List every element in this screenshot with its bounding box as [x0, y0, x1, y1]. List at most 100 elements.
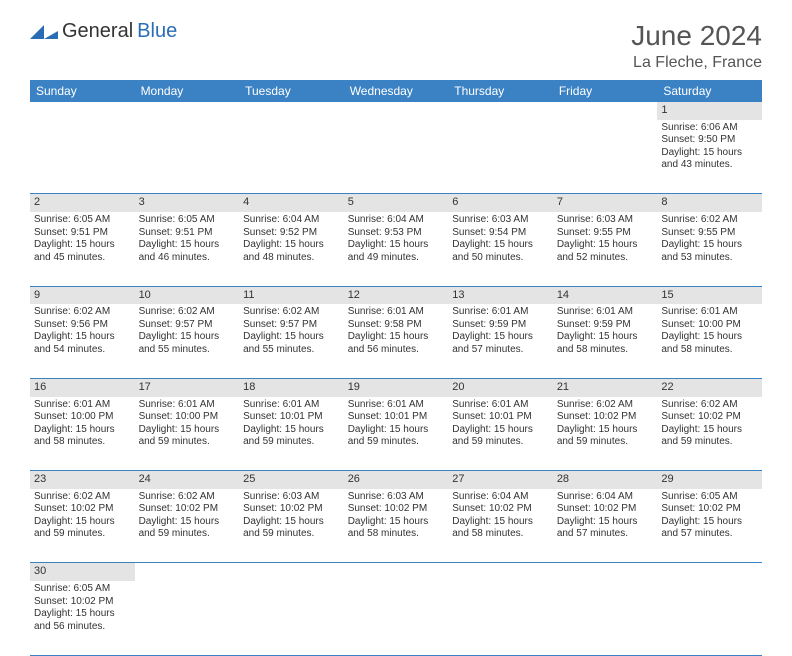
day-number-cell [344, 563, 449, 581]
day-body-cell: Sunrise: 6:03 AMSunset: 10:02 PMDaylight… [239, 489, 344, 563]
sunset-line: Sunset: 9:57 PM [139, 319, 236, 332]
daylight-line: Daylight: 15 hours and 54 minutes. [34, 331, 131, 356]
day-number-cell: 23 [30, 471, 135, 489]
day-body-cell: Sunrise: 6:04 AMSunset: 9:52 PMDaylight:… [239, 212, 344, 286]
sunrise-line: Sunrise: 6:01 AM [348, 306, 445, 319]
daylight-line: Daylight: 15 hours and 59 minutes. [452, 424, 549, 449]
sunset-line: Sunset: 10:00 PM [139, 411, 236, 424]
day-body-cell: Sunrise: 6:04 AMSunset: 9:53 PMDaylight:… [344, 212, 449, 286]
sunset-line: Sunset: 10:02 PM [661, 503, 758, 516]
sunrise-line: Sunrise: 6:03 AM [452, 214, 549, 227]
daylight-line: Daylight: 15 hours and 59 minutes. [243, 516, 340, 541]
day-number-cell: 14 [553, 286, 658, 304]
sunrise-line: Sunrise: 6:01 AM [661, 306, 758, 319]
sunrise-line: Sunrise: 6:04 AM [557, 491, 654, 504]
weekday-header: Thursday [448, 80, 553, 102]
sunset-line: Sunset: 10:02 PM [348, 503, 445, 516]
day-body-cell: Sunrise: 6:05 AMSunset: 10:02 PMDaylight… [30, 581, 135, 655]
day-number-cell [239, 102, 344, 120]
day-number-cell [553, 563, 658, 581]
sunset-line: Sunset: 10:02 PM [34, 596, 131, 609]
day-body-cell [344, 581, 449, 655]
day-body-cell: Sunrise: 6:01 AMSunset: 10:01 PMDaylight… [344, 397, 449, 471]
sunrise-line: Sunrise: 6:02 AM [557, 399, 654, 412]
weekday-header: Tuesday [239, 80, 344, 102]
sunrise-line: Sunrise: 6:02 AM [139, 306, 236, 319]
daylight-line: Daylight: 15 hours and 45 minutes. [34, 239, 131, 264]
logo: GeneralBlue [30, 20, 177, 43]
daylight-line: Daylight: 15 hours and 55 minutes. [243, 331, 340, 356]
day-body-cell: Sunrise: 6:05 AMSunset: 9:51 PMDaylight:… [30, 212, 135, 286]
weekday-header: Friday [553, 80, 658, 102]
sunrise-line: Sunrise: 6:01 AM [452, 306, 549, 319]
logo-icon [30, 21, 58, 43]
sunset-line: Sunset: 9:51 PM [34, 227, 131, 240]
day-number-row: 9101112131415 [30, 286, 762, 304]
day-number-cell: 12 [344, 286, 449, 304]
daylight-line: Daylight: 15 hours and 46 minutes. [139, 239, 236, 264]
day-number-cell: 8 [657, 194, 762, 212]
logo-text-2: Blue [137, 20, 177, 43]
day-number-cell: 29 [657, 471, 762, 489]
day-number-cell: 26 [344, 471, 449, 489]
sunset-line: Sunset: 9:57 PM [243, 319, 340, 332]
day-body-cell: Sunrise: 6:06 AMSunset: 9:50 PMDaylight:… [657, 120, 762, 194]
week-row: Sunrise: 6:02 AMSunset: 10:02 PMDaylight… [30, 489, 762, 563]
day-body-cell [553, 581, 658, 655]
day-body-cell: Sunrise: 6:03 AMSunset: 9:55 PMDaylight:… [553, 212, 658, 286]
day-body-cell: Sunrise: 6:05 AMSunset: 9:51 PMDaylight:… [135, 212, 240, 286]
daylight-line: Daylight: 15 hours and 59 minutes. [243, 424, 340, 449]
calendar-table: SundayMondayTuesdayWednesdayThursdayFrid… [30, 80, 762, 656]
sunrise-line: Sunrise: 6:02 AM [243, 306, 340, 319]
day-body-cell: Sunrise: 6:02 AMSunset: 10:02 PMDaylight… [553, 397, 658, 471]
sunset-line: Sunset: 10:02 PM [34, 503, 131, 516]
sunset-line: Sunset: 9:56 PM [34, 319, 131, 332]
sunset-line: Sunset: 9:55 PM [661, 227, 758, 240]
day-body-cell: Sunrise: 6:01 AMSunset: 9:59 PMDaylight:… [553, 304, 658, 378]
daylight-line: Daylight: 15 hours and 57 minutes. [557, 516, 654, 541]
day-number-cell: 5 [344, 194, 449, 212]
sunset-line: Sunset: 10:02 PM [452, 503, 549, 516]
day-body-cell: Sunrise: 6:01 AMSunset: 9:58 PMDaylight:… [344, 304, 449, 378]
daylight-line: Daylight: 15 hours and 58 minutes. [34, 424, 131, 449]
day-body-cell: Sunrise: 6:04 AMSunset: 10:02 PMDaylight… [553, 489, 658, 563]
sunset-line: Sunset: 10:02 PM [661, 411, 758, 424]
day-number-row: 1 [30, 102, 762, 120]
day-body-cell: Sunrise: 6:03 AMSunset: 9:54 PMDaylight:… [448, 212, 553, 286]
title-block: June 2024 La Fleche, France [631, 20, 762, 72]
weekday-header: Monday [135, 80, 240, 102]
sunset-line: Sunset: 9:55 PM [557, 227, 654, 240]
sunrise-line: Sunrise: 6:02 AM [661, 214, 758, 227]
day-number-cell: 15 [657, 286, 762, 304]
sunset-line: Sunset: 9:59 PM [557, 319, 654, 332]
day-body-cell: Sunrise: 6:01 AMSunset: 9:59 PMDaylight:… [448, 304, 553, 378]
logo-text-1: General [62, 20, 133, 43]
sunset-line: Sunset: 10:02 PM [557, 411, 654, 424]
day-body-cell: Sunrise: 6:01 AMSunset: 10:01 PMDaylight… [448, 397, 553, 471]
daylight-line: Daylight: 15 hours and 57 minutes. [452, 331, 549, 356]
sunrise-line: Sunrise: 6:01 AM [348, 399, 445, 412]
day-number-cell [135, 563, 240, 581]
day-body-cell: Sunrise: 6:01 AMSunset: 10:01 PMDaylight… [239, 397, 344, 471]
sunrise-line: Sunrise: 6:05 AM [661, 491, 758, 504]
day-body-cell: Sunrise: 6:05 AMSunset: 10:02 PMDaylight… [657, 489, 762, 563]
day-body-cell: Sunrise: 6:01 AMSunset: 10:00 PMDaylight… [135, 397, 240, 471]
daylight-line: Daylight: 15 hours and 43 minutes. [661, 147, 758, 172]
sunrise-line: Sunrise: 6:05 AM [34, 583, 131, 596]
day-number-cell: 22 [657, 378, 762, 396]
sunrise-line: Sunrise: 6:03 AM [348, 491, 445, 504]
day-number-row: 30 [30, 563, 762, 581]
daylight-line: Daylight: 15 hours and 59 minutes. [557, 424, 654, 449]
sunrise-line: Sunrise: 6:01 AM [452, 399, 549, 412]
day-number-cell: 24 [135, 471, 240, 489]
week-row: Sunrise: 6:06 AMSunset: 9:50 PMDaylight:… [30, 120, 762, 194]
day-number-cell: 6 [448, 194, 553, 212]
day-number-cell: 3 [135, 194, 240, 212]
sunset-line: Sunset: 9:59 PM [452, 319, 549, 332]
sunrise-line: Sunrise: 6:01 AM [557, 306, 654, 319]
sunrise-line: Sunrise: 6:04 AM [348, 214, 445, 227]
daylight-line: Daylight: 15 hours and 59 minutes. [661, 424, 758, 449]
day-body-cell [448, 581, 553, 655]
weekday-header: Wednesday [344, 80, 449, 102]
sunset-line: Sunset: 9:54 PM [452, 227, 549, 240]
